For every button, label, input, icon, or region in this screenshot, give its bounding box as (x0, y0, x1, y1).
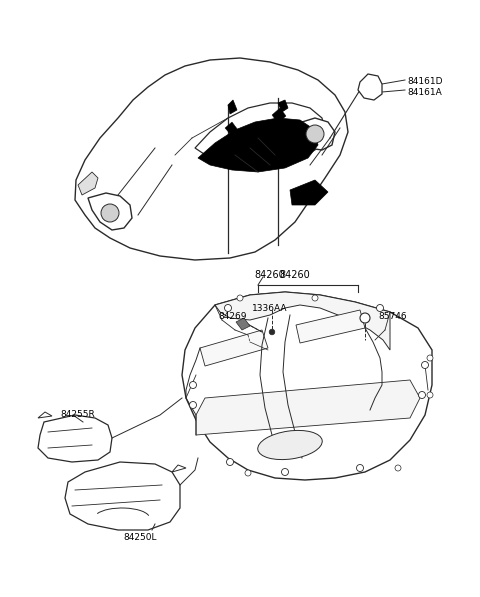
Polygon shape (225, 122, 238, 136)
Polygon shape (75, 58, 348, 260)
Circle shape (376, 304, 384, 312)
Polygon shape (38, 415, 112, 462)
Circle shape (312, 295, 318, 301)
Polygon shape (295, 118, 335, 150)
Circle shape (306, 125, 324, 143)
Text: 85746: 85746 (378, 312, 407, 321)
Ellipse shape (258, 430, 322, 460)
Polygon shape (278, 100, 288, 112)
Polygon shape (215, 292, 390, 350)
Text: 84260: 84260 (280, 270, 311, 280)
Circle shape (227, 458, 233, 466)
Circle shape (427, 355, 433, 361)
Polygon shape (228, 100, 237, 114)
Circle shape (281, 469, 288, 475)
Polygon shape (38, 412, 52, 418)
Polygon shape (78, 172, 98, 195)
Polygon shape (182, 292, 432, 480)
Polygon shape (236, 318, 250, 330)
Polygon shape (196, 380, 420, 435)
Circle shape (360, 313, 370, 323)
Polygon shape (296, 310, 365, 343)
Circle shape (357, 464, 363, 472)
Text: 84255R: 84255R (60, 410, 95, 419)
Polygon shape (358, 74, 382, 100)
Text: 84161D: 84161D (407, 77, 443, 86)
Circle shape (190, 381, 196, 389)
Circle shape (419, 392, 425, 399)
Circle shape (421, 362, 429, 368)
Circle shape (190, 402, 196, 408)
Circle shape (245, 470, 251, 476)
Polygon shape (200, 330, 268, 366)
Polygon shape (88, 193, 132, 230)
Circle shape (269, 329, 275, 335)
Polygon shape (65, 462, 180, 530)
Text: 84269: 84269 (218, 312, 247, 321)
Text: 1336AA: 1336AA (252, 304, 288, 313)
Polygon shape (195, 103, 325, 168)
Circle shape (225, 304, 231, 312)
Polygon shape (272, 108, 286, 123)
Polygon shape (290, 180, 328, 205)
Circle shape (237, 295, 243, 301)
Circle shape (427, 392, 433, 398)
Polygon shape (198, 118, 318, 172)
Circle shape (395, 465, 401, 471)
Polygon shape (172, 465, 186, 472)
Text: 84161A: 84161A (407, 88, 442, 97)
Text: 84250L: 84250L (123, 533, 157, 542)
Circle shape (101, 204, 119, 222)
Text: 84260: 84260 (254, 270, 286, 280)
